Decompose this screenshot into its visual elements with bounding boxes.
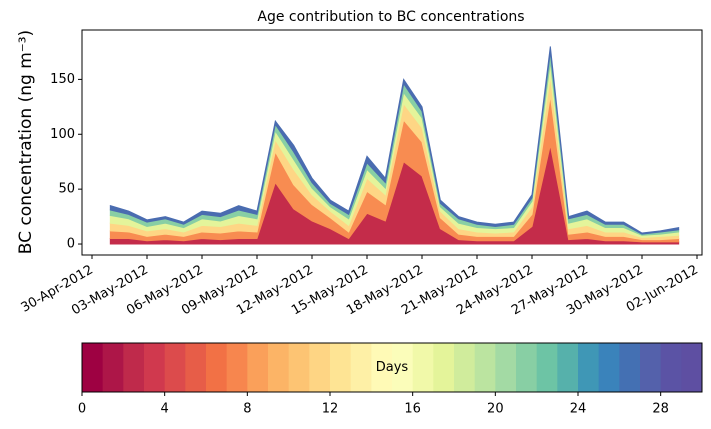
colorbar-cell — [474, 343, 496, 392]
colorbar-cell — [247, 343, 269, 392]
chart-title: Age contribution to BC concentrations — [257, 9, 524, 25]
colorbar-tick-label: 16 — [404, 402, 421, 417]
colorbar-cell — [598, 343, 620, 392]
colorbar-cell — [288, 343, 310, 392]
colorbar-label: Days — [376, 360, 409, 375]
y-tick-label: 50 — [58, 182, 75, 197]
colorbar-tick-label: 24 — [570, 402, 587, 417]
colorbar-cell — [495, 343, 517, 392]
colorbar-cell — [578, 343, 600, 392]
colorbar-cell — [268, 343, 290, 392]
colorbar-cell — [433, 343, 455, 392]
y-tick-label: 100 — [50, 127, 75, 142]
colorbar-cell — [619, 343, 641, 392]
area-layer — [109, 46, 680, 235]
colorbar-cell — [185, 343, 207, 392]
colorbar-cell — [144, 343, 166, 392]
colorbar-cell — [660, 343, 682, 392]
colorbar-cell — [82, 343, 104, 392]
colorbar-cell — [516, 343, 538, 392]
colorbar-cell — [371, 343, 393, 392]
colorbar-cell — [123, 343, 145, 392]
colorbar-tick-label: 28 — [652, 402, 669, 417]
colorbar-cell — [557, 343, 579, 392]
y-tick-label: 0 — [67, 237, 75, 252]
colorbar-tick-label: 8 — [243, 402, 251, 417]
colorbar-cell — [392, 343, 414, 392]
y-tick-label: 150 — [50, 72, 75, 87]
colorbar-cell — [309, 343, 331, 392]
colorbar-tick-label: 4 — [161, 402, 169, 417]
colorbar-cell — [330, 343, 352, 392]
colorbar-cell — [226, 343, 248, 392]
colorbar-tick-label: 12 — [322, 402, 339, 417]
colorbar-cell — [536, 343, 558, 392]
colorbar-frame — [81, 342, 703, 393]
colorbar-cell — [454, 343, 476, 392]
colorbar-tick-label: 20 — [487, 402, 504, 417]
colorbar-cell — [102, 343, 124, 392]
colorbar-cell — [206, 343, 228, 392]
colorbar-cell — [681, 343, 703, 392]
plot-frame — [81, 29, 703, 256]
colorbar-cell — [350, 343, 372, 392]
colorbar-tick-label: 0 — [78, 402, 86, 417]
y-axis-label: BC concentration (ng m⁻³) — [16, 30, 36, 254]
colorbar-cell — [640, 343, 662, 392]
colorbar-cell — [412, 343, 434, 392]
colorbar-cell — [164, 343, 186, 392]
